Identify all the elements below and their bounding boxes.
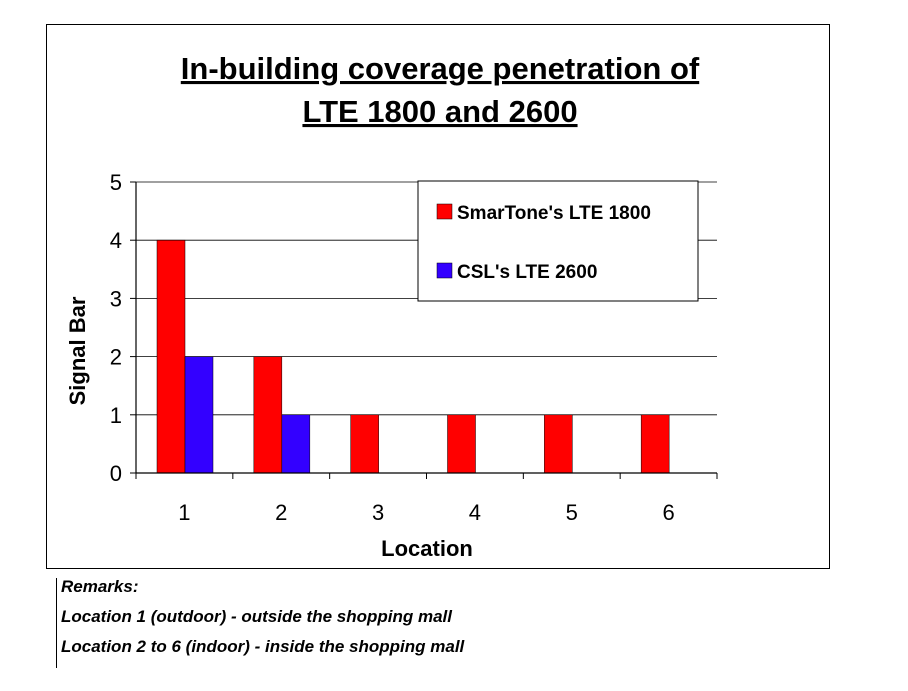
remark-location-2-6: Location 2 to 6 (indoor) - inside the sh… <box>61 637 465 656</box>
plot-area: 0 1 2 3 4 5 1 2 3 4 5 6 <box>110 170 718 525</box>
legend-swatch <box>436 262 453 279</box>
bar <box>640 414 670 474</box>
legend-swatch <box>436 203 453 220</box>
bar <box>350 414 379 474</box>
y-tick-label: 2 <box>110 345 122 370</box>
x-tick-label: 5 <box>566 500 578 525</box>
y-tick-label: 1 <box>110 403 122 428</box>
remarks-heading: Remarks: <box>61 577 139 596</box>
bar <box>544 414 573 474</box>
x-axis-label: Location <box>381 536 473 561</box>
y-tick-label: 5 <box>110 170 122 195</box>
bar <box>184 356 214 474</box>
bar <box>447 414 476 474</box>
remark-location-1: Location 1 (outdoor) - outside the shopp… <box>61 607 452 626</box>
x-tick-label: 3 <box>372 500 384 525</box>
bar <box>253 356 283 474</box>
bar-chart: In-building coverage penetration of LTE … <box>65 51 718 561</box>
bar <box>281 414 311 474</box>
x-tick-label: 2 <box>275 500 287 525</box>
chart-title-line-1: In-building coverage penetration of <box>181 51 700 86</box>
chart-frame: In-building coverage penetration of LTE … <box>46 24 830 569</box>
y-axis-label: Signal Bar <box>65 296 90 405</box>
bar <box>156 239 186 474</box>
y-tick-label: 3 <box>110 286 122 311</box>
x-tick-label: 6 <box>662 500 674 525</box>
legend-box <box>417 180 699 302</box>
legend-label: SmarTone's LTE 1800 <box>457 203 651 224</box>
x-tick-label: 4 <box>469 500 481 525</box>
legend: SmarTone's LTE 1800 CSL's LTE 2600 <box>417 180 699 302</box>
y-tick-label: 0 <box>110 461 122 486</box>
y-tick-label: 4 <box>110 228 122 253</box>
legend-label: CSL's LTE 2600 <box>457 262 597 283</box>
chart-title-line-2: LTE 1800 and 2600 <box>302 94 577 129</box>
remarks-block: Remarks: Location 1 (outdoor) - outside … <box>56 578 661 668</box>
x-tick-label: 1 <box>178 500 190 525</box>
